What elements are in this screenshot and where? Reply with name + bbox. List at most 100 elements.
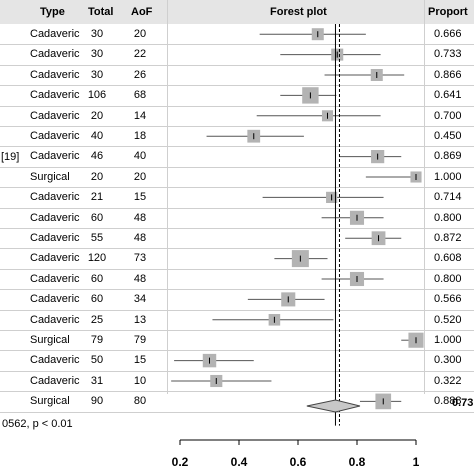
row-type: Cadaveric	[30, 293, 80, 306]
row-proportion: 0.869	[434, 150, 462, 163]
row-aof: 18	[133, 130, 147, 142]
row-aof: 22	[133, 48, 147, 61]
row-total: 55	[90, 232, 104, 244]
row-proportion: 0.872	[434, 232, 462, 244]
row-type: Cadaveric	[30, 48, 80, 61]
row-proportion: 0.608	[434, 252, 462, 265]
row-aof: 40	[133, 150, 147, 163]
header-proportion: Proport	[428, 0, 468, 24]
row-aof: 20	[133, 28, 147, 40]
row-aof: 15	[133, 191, 147, 204]
header-bar	[0, 0, 474, 24]
row-proportion: 0.520	[434, 313, 462, 326]
row-total: 90	[90, 395, 104, 408]
row-separator	[0, 248, 474, 250]
x-axis-tick-label: 0.8	[349, 455, 366, 469]
row-separator	[0, 370, 474, 372]
row-aof: 80	[133, 395, 147, 408]
header-total: Total	[88, 0, 114, 24]
header-type: Type	[40, 0, 65, 24]
row-proportion: 0.300	[434, 354, 462, 367]
row-aof: 15	[133, 354, 147, 367]
row-separator	[0, 166, 474, 168]
row-separator	[0, 309, 474, 311]
row-total: 79	[90, 334, 104, 346]
row-separator	[0, 330, 474, 331]
row-separator	[0, 187, 474, 189]
row-proportion: 0.566	[434, 293, 462, 306]
row-total: 106	[87, 89, 107, 102]
row-aof: 10	[133, 374, 147, 387]
row-aof: 14	[133, 109, 147, 122]
row-separator	[0, 64, 474, 66]
row-separator	[0, 350, 474, 352]
row-proportion: 1.000	[434, 170, 462, 183]
row-aof: 48	[133, 232, 147, 244]
row-aof: 48	[133, 211, 147, 224]
header-forest-plot: Forest plot	[270, 0, 327, 24]
row-type: Cadaveric	[30, 109, 80, 122]
row-type: Cadaveric	[30, 354, 80, 367]
row-separator	[0, 411, 474, 413]
row-type: Surgical	[30, 170, 70, 183]
row-total: 46	[90, 150, 104, 163]
row-aof: 26	[133, 68, 147, 81]
row-aof: 48	[133, 272, 147, 285]
row-aof: 68	[133, 89, 147, 102]
row-total: 30	[90, 68, 104, 81]
row-aof: 13	[133, 313, 147, 326]
row-separator	[0, 207, 474, 209]
row-aof: 34	[133, 293, 147, 306]
row-separator	[0, 126, 474, 127]
row-total: 20	[90, 109, 104, 122]
row-proportion: 0.888	[434, 395, 462, 408]
row-type: Cadaveric	[30, 374, 80, 387]
row-type: Cadaveric	[30, 28, 80, 40]
row-proportion: 0.800	[434, 272, 462, 285]
row-aof: 73	[133, 252, 147, 265]
row-total: 60	[90, 272, 104, 285]
row-aof: 79	[133, 334, 147, 346]
row-proportion: 0.733	[434, 48, 462, 61]
row-total: 50	[90, 354, 104, 367]
column-divider-left	[167, 0, 168, 394]
row-separator	[0, 146, 474, 148]
x-axis-tick-label: 1	[413, 455, 420, 469]
pooled-estimate-value: 0.73	[452, 397, 474, 409]
row-type: Cadaveric	[30, 313, 80, 326]
row-total: 31	[90, 374, 104, 387]
header-aof: AoF	[131, 0, 153, 24]
row-total: 60	[90, 293, 104, 306]
row-total: 120	[87, 252, 107, 265]
row-type: Cadaveric	[30, 68, 80, 81]
row-type: Cadaveric	[30, 191, 80, 204]
row-separator	[0, 289, 474, 291]
column-divider-right	[424, 0, 425, 394]
row-separator	[0, 391, 474, 393]
row-aof: 20	[133, 170, 147, 183]
row-total: 40	[90, 130, 104, 142]
row-total: 20	[90, 170, 104, 183]
row-proportion: 0.641	[434, 89, 462, 102]
row-type: Surgical	[30, 334, 70, 346]
row-total: 60	[90, 211, 104, 224]
row-type: Cadaveric	[30, 89, 80, 102]
row-proportion: 1.000	[434, 334, 462, 346]
row-type: Cadaveric	[30, 232, 80, 244]
row-type: Cadaveric	[30, 150, 80, 163]
row-proportion: 0.322	[434, 374, 462, 387]
row-separator	[0, 105, 474, 107]
row-type: Surgical	[30, 395, 70, 408]
row-proportion: 0.666	[434, 28, 462, 40]
x-axis-tick-label: 0.4	[231, 455, 248, 469]
heterogeneity-footnote: 0562, p < 0.01	[2, 418, 73, 430]
row-separator	[0, 268, 474, 270]
x-axis-tick-label: 0.2	[172, 455, 189, 469]
row-separator	[0, 85, 474, 87]
row-separator	[0, 44, 474, 46]
row-total: 21	[90, 191, 104, 204]
row-proportion: 0.450	[434, 130, 462, 142]
row-separator	[0, 228, 474, 229]
